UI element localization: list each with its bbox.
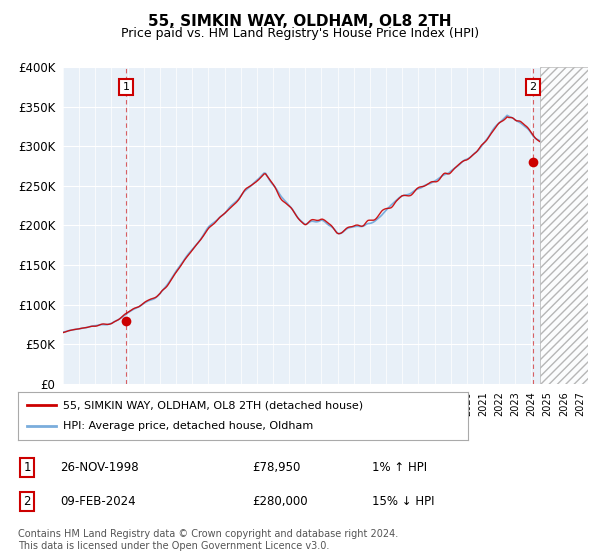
Text: Contains HM Land Registry data © Crown copyright and database right 2024.
This d: Contains HM Land Registry data © Crown c…: [18, 529, 398, 551]
Text: Price paid vs. HM Land Registry's House Price Index (HPI): Price paid vs. HM Land Registry's House …: [121, 27, 479, 40]
Text: 1: 1: [123, 82, 130, 92]
Text: 55, SIMKIN WAY, OLDHAM, OL8 2TH: 55, SIMKIN WAY, OLDHAM, OL8 2TH: [148, 14, 452, 29]
Text: 15% ↓ HPI: 15% ↓ HPI: [372, 494, 434, 508]
Text: 1% ↑ HPI: 1% ↑ HPI: [372, 461, 427, 474]
Text: £280,000: £280,000: [252, 494, 308, 508]
Text: 26-NOV-1998: 26-NOV-1998: [60, 461, 139, 474]
Text: 55, SIMKIN WAY, OLDHAM, OL8 2TH (detached house): 55, SIMKIN WAY, OLDHAM, OL8 2TH (detache…: [63, 400, 363, 410]
Text: HPI: Average price, detached house, Oldham: HPI: Average price, detached house, Oldh…: [63, 421, 313, 431]
Bar: [539, 67, 588, 384]
Text: 2: 2: [23, 494, 31, 508]
Text: £78,950: £78,950: [252, 461, 301, 474]
Text: 1: 1: [23, 461, 31, 474]
Text: 09-FEB-2024: 09-FEB-2024: [60, 494, 136, 508]
Text: 2: 2: [530, 82, 536, 92]
